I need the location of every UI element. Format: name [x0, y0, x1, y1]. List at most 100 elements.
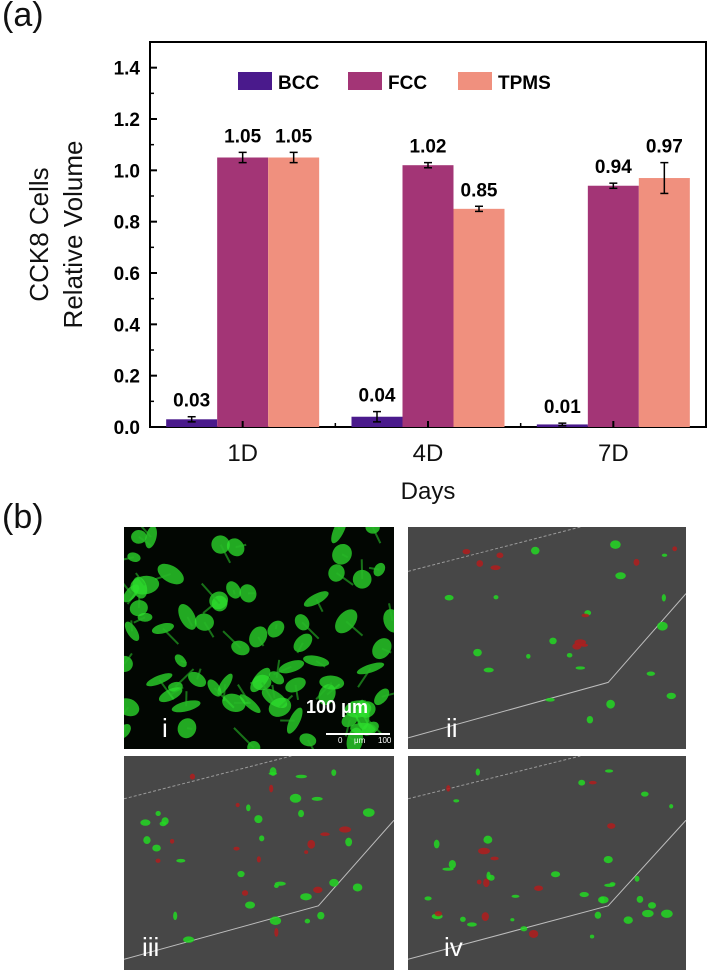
cell-process: [315, 681, 333, 700]
cell-process: [140, 527, 152, 538]
live-cell-speck: [646, 671, 656, 676]
live-cell-speck: [362, 808, 375, 817]
cell-process: [341, 553, 349, 559]
y-tick-label: 0.6: [114, 264, 140, 285]
cell: [211, 535, 230, 554]
cell-process: [275, 659, 281, 678]
live-cell-speck: [155, 810, 161, 817]
live-cell-speck: [636, 895, 644, 903]
live-cell-speck: [603, 855, 613, 864]
live-cell-speck: [329, 878, 339, 887]
dead-cell-speck: [476, 560, 484, 567]
cell-process: [155, 573, 172, 581]
y-tick-label: 0.4: [114, 315, 141, 336]
live-cell-speck: [453, 799, 460, 803]
live-cell-speck: [610, 540, 621, 549]
cell: [303, 655, 330, 667]
data-label: 1.05: [275, 126, 312, 147]
micrograph-iv-image: [408, 756, 686, 960]
cell: [344, 700, 372, 718]
live-cell-speck: [475, 768, 480, 776]
live-cell-speck: [634, 875, 640, 882]
live-cell-speck: [140, 819, 151, 826]
data-label: 0.01: [544, 397, 581, 418]
live-cell-speck: [530, 546, 540, 555]
dead-cell-speck: [446, 785, 451, 792]
cell: [335, 609, 358, 634]
live-cell-speck: [526, 653, 531, 659]
legend-swatch-bcc: [238, 72, 272, 90]
bar-fcc-7d: [587, 185, 639, 427]
legend-swatch-tpms: [458, 72, 492, 90]
cell-process: [180, 659, 187, 664]
dead-cell-speck: [241, 890, 249, 896]
live-cell-speck: [433, 839, 440, 849]
dead-cell-speck: [490, 565, 501, 571]
cell: [174, 654, 187, 668]
live-cell-speck: [237, 870, 245, 878]
cell-process: [222, 630, 242, 649]
cell: [177, 718, 197, 739]
y-axis-label-line1: CCK8 Cells: [24, 167, 54, 301]
cell: [157, 563, 184, 585]
live-cell-speck: [183, 936, 195, 943]
live-cell-speck: [269, 916, 282, 926]
cell: [365, 527, 380, 534]
cell-process: [162, 627, 180, 645]
live-cell-speck: [520, 926, 528, 932]
cell-process: [124, 706, 130, 715]
cell-process: [294, 684, 300, 701]
cell-process: [368, 566, 380, 571]
dead-cell-speck: [490, 856, 499, 861]
cell: [226, 581, 241, 599]
cell: [299, 733, 317, 747]
dead-cell-speck: [256, 856, 261, 863]
micrograph-i-label: i: [162, 713, 168, 743]
cell-process: [371, 527, 382, 544]
live-cell-speck: [159, 821, 167, 827]
cell-process: [170, 686, 184, 696]
live-cell-speck: [300, 893, 312, 901]
bar-tpms-1d: [268, 157, 320, 427]
live-cell-speck: [448, 860, 456, 869]
y-axis-label-line2: Relative Volume: [58, 141, 88, 329]
cell-process: [219, 544, 232, 564]
live-cell-speck: [661, 594, 666, 602]
live-cell-speck: [311, 796, 323, 801]
live-cell-speck: [661, 553, 668, 557]
x-tick-label: 4D: [413, 440, 444, 467]
cell-process: [362, 713, 382, 735]
y-tick-label: 0.8: [114, 213, 140, 234]
bar-tpms-7d: [638, 178, 690, 427]
live-cell-speck: [460, 916, 466, 922]
scale-tick-0: 0: [338, 736, 343, 745]
cell: [374, 688, 390, 706]
dead-cell-speck: [633, 558, 640, 566]
cell-process: [133, 616, 146, 624]
cell-process: [124, 556, 135, 561]
micrograph-i: 100 μm 0 μm 100 i: [124, 527, 394, 749]
live-cell-speck: [487, 874, 495, 881]
live-cell-speck: [566, 653, 573, 658]
x-axis-label: Days: [401, 478, 456, 505]
live-cell-speck: [641, 791, 649, 797]
cell: [303, 591, 329, 607]
live-cell-speck: [176, 858, 186, 863]
data-label: 0.04: [359, 386, 396, 407]
y-tick-label: 1.0: [114, 161, 140, 182]
cell-process: [124, 582, 132, 594]
y-tick-label: 0.2: [114, 367, 140, 388]
dead-cell-speck: [534, 885, 544, 891]
live-cell-speck: [304, 918, 311, 924]
cell-process: [203, 621, 215, 638]
legend-label-bcc: BCC: [278, 73, 319, 94]
x-tick-label: 7D: [598, 440, 629, 467]
live-cell-speck: [578, 779, 586, 786]
cell-process: [174, 668, 195, 688]
cell-process: [261, 681, 274, 702]
cell: [373, 562, 386, 577]
cell-process: [357, 699, 367, 710]
micrograph-ii-image: [408, 527, 686, 739]
live-cell-speck: [173, 911, 178, 921]
dead-cell-speck: [672, 546, 678, 552]
